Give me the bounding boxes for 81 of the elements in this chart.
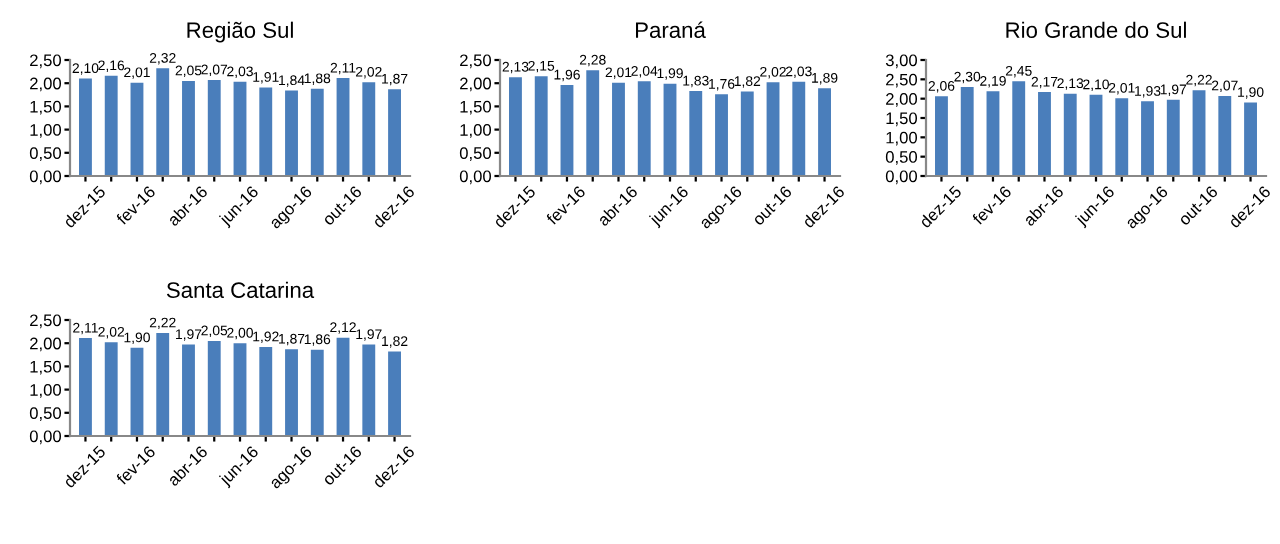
y-tick-label: 1,00	[30, 124, 62, 138]
bar	[104, 75, 118, 176]
bar	[1244, 102, 1257, 176]
y-tick-label: 0,50	[459, 147, 492, 161]
chart-title: Santa Catarina	[166, 281, 315, 298]
y-tick-label: 3,00	[885, 54, 918, 69]
bar	[586, 70, 600, 176]
bar	[637, 81, 651, 176]
y-tick-label: 2,50	[30, 314, 62, 329]
bar	[1063, 93, 1077, 176]
bar	[104, 342, 118, 436]
bar	[740, 91, 754, 176]
y-tick-label: 0,50	[885, 151, 918, 165]
bar	[1089, 94, 1103, 176]
y-tick-label: 0,00	[29, 430, 62, 445]
bar	[560, 85, 574, 176]
y-tick-label: 2,50	[30, 54, 62, 69]
bar	[182, 80, 195, 176]
bar	[130, 347, 144, 436]
bar	[156, 332, 170, 436]
y-tick-label: 2,00	[460, 77, 492, 92]
y-tick-label: 2,00	[30, 337, 62, 352]
y-tick-label: 1,50	[886, 112, 918, 127]
y-tick-label: 1,00	[886, 131, 918, 146]
chart-title: Região Sul	[187, 21, 293, 43]
y-tick-label: 0,50	[29, 147, 62, 161]
bar	[259, 87, 273, 176]
bar	[79, 338, 92, 436]
bar	[818, 88, 831, 176]
y-tick-label: 0,50	[29, 407, 62, 421]
bar	[79, 78, 92, 176]
y-tick-label: 1,00	[460, 124, 492, 138]
bar	[960, 87, 974, 176]
bar	[1012, 81, 1026, 176]
bar	[310, 88, 324, 176]
y-tick-label: 2,00	[30, 77, 62, 92]
bar	[663, 83, 677, 176]
y-tick-label: 1,00	[30, 384, 62, 398]
bar	[310, 349, 324, 436]
bar	[1115, 98, 1129, 176]
bar	[935, 96, 948, 176]
bar	[182, 344, 195, 436]
bar	[207, 340, 221, 436]
bar	[509, 77, 522, 176]
y-tick-label: 0,00	[459, 170, 492, 185]
bar	[130, 82, 144, 176]
bar	[336, 337, 350, 436]
bar	[689, 91, 703, 176]
bar	[792, 81, 806, 176]
bar	[388, 351, 401, 436]
y-tick-label: 0,00	[29, 170, 62, 185]
y-tick-label: 2,50	[886, 73, 918, 88]
bar	[285, 90, 298, 176]
bar	[766, 82, 780, 176]
bar	[336, 78, 350, 176]
chart-title: Rio Grande do Sul	[1006, 21, 1186, 38]
y-tick-label: 2,50	[460, 54, 492, 69]
bar	[1166, 99, 1180, 176]
y-tick-label: 1,50	[460, 100, 492, 115]
chart-title: Paraná	[636, 21, 706, 38]
bar	[986, 91, 1000, 176]
bar	[1141, 101, 1154, 176]
bar	[233, 343, 247, 436]
bar	[715, 94, 728, 176]
bar	[362, 82, 376, 176]
bar	[1038, 92, 1051, 176]
bar	[233, 81, 247, 176]
bar	[156, 68, 170, 176]
bar	[207, 79, 221, 176]
bar	[534, 76, 548, 176]
y-tick-label: 2,00	[886, 93, 918, 107]
bar	[612, 82, 625, 176]
bar	[388, 89, 401, 176]
bar	[362, 344, 376, 436]
bar	[259, 346, 273, 436]
bar	[1192, 90, 1206, 176]
bar	[1218, 95, 1232, 176]
bar	[285, 349, 298, 436]
y-tick-label: 1,50	[30, 360, 62, 375]
y-tick-label: 0,00	[885, 170, 918, 185]
y-tick-label: 1,50	[30, 100, 62, 115]
